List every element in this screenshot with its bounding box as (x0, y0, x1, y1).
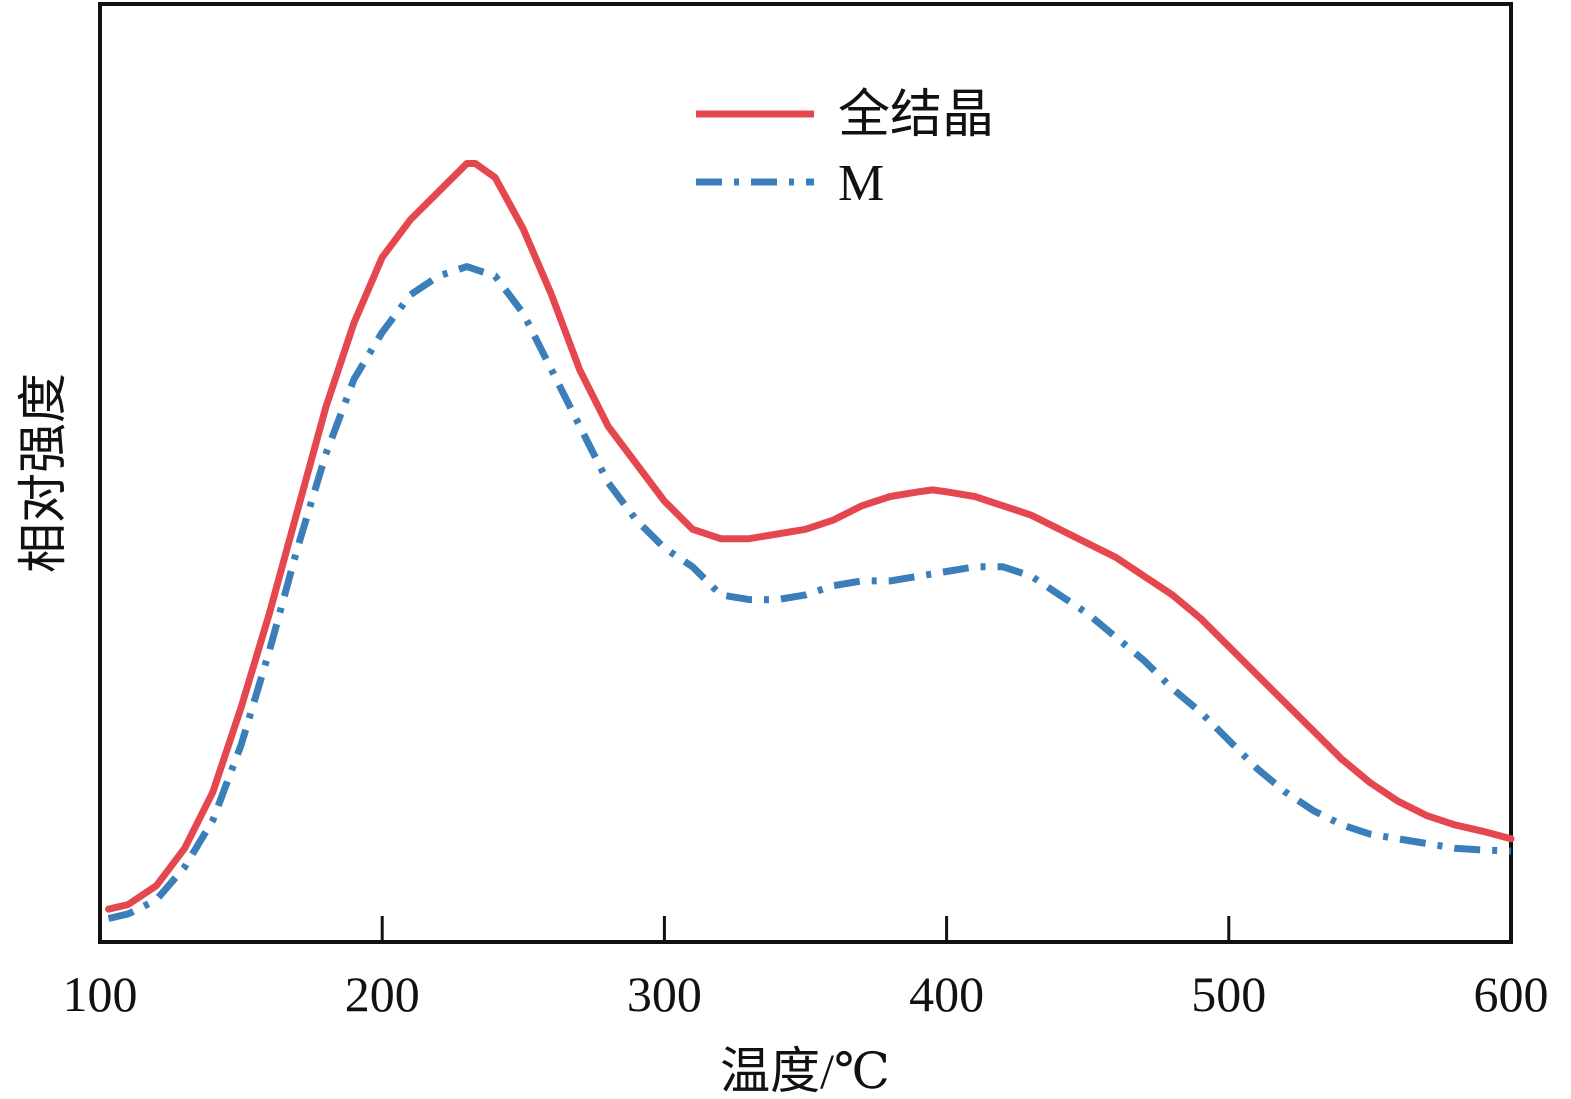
plot-area-frame (98, 2, 1513, 944)
x-axis-ticks: 100 200 300 400 500 600 (63, 916, 1549, 1022)
legend-label-2: M (838, 155, 884, 212)
x-tick-label: 500 (1191, 966, 1266, 1022)
series-line-1 (105, 160, 1515, 913)
x-tick-label: 300 (627, 966, 702, 1022)
x-tick-label: 600 (1474, 966, 1549, 1022)
x-tick-label: 200 (345, 966, 420, 1022)
y-axis-label: 相对强度 (15, 373, 71, 573)
legend: 全结晶 M (696, 87, 994, 212)
series-layer (105, 160, 1515, 922)
x-tick-label: 400 (909, 966, 984, 1022)
x-tick-label: 100 (63, 966, 138, 1022)
legend-label-1: 全结晶 (838, 87, 994, 144)
x-axis-label: 温度/℃ (720, 1043, 890, 1099)
series-line-2 (107, 263, 1512, 922)
